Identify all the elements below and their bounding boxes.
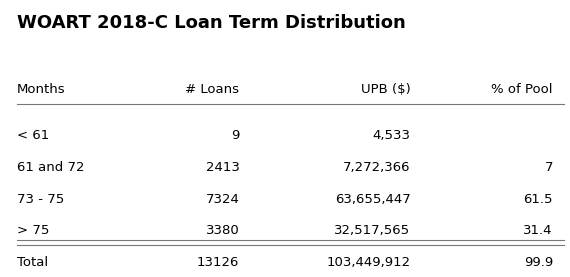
Text: > 75: > 75 [17, 224, 50, 237]
Text: WOART 2018-C Loan Term Distribution: WOART 2018-C Loan Term Distribution [17, 14, 406, 32]
Text: 2413: 2413 [206, 161, 239, 174]
Text: 32,517,565: 32,517,565 [334, 224, 410, 237]
Text: UPB ($): UPB ($) [361, 83, 410, 96]
Text: 61.5: 61.5 [523, 193, 553, 206]
Text: 103,449,912: 103,449,912 [326, 256, 410, 269]
Text: 4,533: 4,533 [372, 129, 410, 142]
Text: % of Pool: % of Pool [491, 83, 553, 96]
Text: 7324: 7324 [206, 193, 239, 206]
Text: 9: 9 [231, 129, 239, 142]
Text: < 61: < 61 [17, 129, 50, 142]
Text: Months: Months [17, 83, 66, 96]
Text: Total: Total [17, 256, 48, 269]
Text: 7,272,366: 7,272,366 [343, 161, 410, 174]
Text: 63,655,447: 63,655,447 [335, 193, 410, 206]
Text: 31.4: 31.4 [523, 224, 553, 237]
Text: 13126: 13126 [197, 256, 239, 269]
Text: # Loans: # Loans [185, 83, 239, 96]
Text: 99.9: 99.9 [524, 256, 553, 269]
Text: 61 and 72: 61 and 72 [17, 161, 84, 174]
Text: 7: 7 [544, 161, 553, 174]
Text: 3380: 3380 [206, 224, 239, 237]
Text: 73 - 75: 73 - 75 [17, 193, 64, 206]
